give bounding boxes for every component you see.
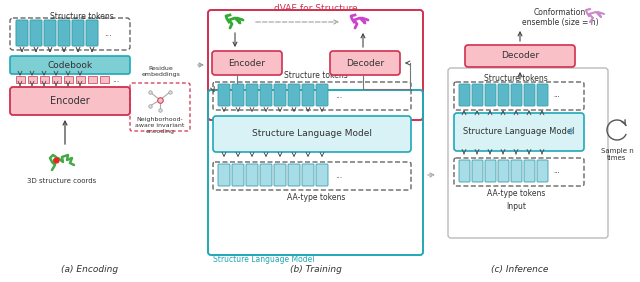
FancyBboxPatch shape <box>218 84 230 106</box>
Text: (c) Inference: (c) Inference <box>492 265 548 274</box>
FancyBboxPatch shape <box>537 160 548 182</box>
FancyBboxPatch shape <box>10 56 130 74</box>
Bar <box>40 76 49 83</box>
Text: Sample n
times: Sample n times <box>600 148 634 162</box>
FancyBboxPatch shape <box>274 164 286 186</box>
Text: ...: ... <box>112 74 119 83</box>
Text: ...: ... <box>335 91 342 100</box>
Text: Structure tokens: Structure tokens <box>284 71 348 80</box>
Text: Structure tokens: Structure tokens <box>484 74 548 83</box>
FancyBboxPatch shape <box>459 160 470 182</box>
FancyBboxPatch shape <box>213 116 411 152</box>
Text: Encoder: Encoder <box>228 58 266 67</box>
Bar <box>64 76 73 83</box>
Text: 3D structure coords: 3D structure coords <box>28 178 97 184</box>
FancyBboxPatch shape <box>302 84 314 106</box>
FancyBboxPatch shape <box>485 160 496 182</box>
Bar <box>76 76 85 83</box>
FancyBboxPatch shape <box>472 84 483 106</box>
FancyBboxPatch shape <box>58 20 70 46</box>
FancyBboxPatch shape <box>232 164 244 186</box>
Bar <box>52 76 61 83</box>
FancyBboxPatch shape <box>260 164 272 186</box>
Text: Structure Language Model: Structure Language Model <box>463 127 575 136</box>
FancyBboxPatch shape <box>10 87 130 115</box>
Text: Conformation
ensemble (size = n): Conformation ensemble (size = n) <box>522 8 598 27</box>
FancyBboxPatch shape <box>218 164 230 186</box>
Bar <box>88 76 97 83</box>
Text: Neighborhood-
aware invariant
encoding: Neighborhood- aware invariant encoding <box>135 117 185 135</box>
FancyBboxPatch shape <box>288 164 300 186</box>
Text: Encoder: Encoder <box>50 96 90 106</box>
FancyBboxPatch shape <box>288 84 300 106</box>
FancyBboxPatch shape <box>472 160 483 182</box>
Text: Decoder: Decoder <box>501 52 539 61</box>
Text: ❄: ❄ <box>566 127 574 137</box>
FancyBboxPatch shape <box>524 160 535 182</box>
FancyBboxPatch shape <box>44 20 56 46</box>
Text: Input: Input <box>506 202 526 211</box>
FancyBboxPatch shape <box>86 20 98 46</box>
Text: Decoder: Decoder <box>346 58 384 67</box>
FancyBboxPatch shape <box>16 20 28 46</box>
FancyBboxPatch shape <box>511 160 522 182</box>
Bar <box>16 76 25 83</box>
Text: AA-type tokens: AA-type tokens <box>287 193 345 202</box>
FancyBboxPatch shape <box>212 51 282 75</box>
Text: (a) Encoding: (a) Encoding <box>61 265 118 274</box>
FancyBboxPatch shape <box>498 84 509 106</box>
FancyBboxPatch shape <box>246 84 258 106</box>
FancyBboxPatch shape <box>316 84 328 106</box>
FancyBboxPatch shape <box>232 84 244 106</box>
Text: dVAE for Structure: dVAE for Structure <box>274 4 358 13</box>
Text: ...: ... <box>335 171 342 180</box>
FancyBboxPatch shape <box>465 45 575 67</box>
Text: ...: ... <box>553 168 560 174</box>
FancyBboxPatch shape <box>316 164 328 186</box>
FancyBboxPatch shape <box>30 20 42 46</box>
Text: (b) Training: (b) Training <box>290 265 342 274</box>
Text: ...: ... <box>104 28 112 38</box>
Text: Structure Language Model: Structure Language Model <box>213 255 314 264</box>
FancyBboxPatch shape <box>511 84 522 106</box>
Text: Residue
embeddings: Residue embeddings <box>141 66 180 77</box>
Bar <box>100 76 109 83</box>
FancyBboxPatch shape <box>330 51 400 75</box>
FancyBboxPatch shape <box>246 164 258 186</box>
FancyBboxPatch shape <box>485 84 496 106</box>
FancyBboxPatch shape <box>454 113 584 151</box>
Text: ...: ... <box>553 92 560 98</box>
Text: AA-type tokens: AA-type tokens <box>487 189 545 198</box>
FancyBboxPatch shape <box>537 84 548 106</box>
FancyBboxPatch shape <box>260 84 272 106</box>
FancyBboxPatch shape <box>459 84 470 106</box>
Bar <box>28 76 37 83</box>
Text: Structure Language Model: Structure Language Model <box>252 129 372 138</box>
FancyBboxPatch shape <box>302 164 314 186</box>
FancyBboxPatch shape <box>498 160 509 182</box>
FancyBboxPatch shape <box>72 20 84 46</box>
Text: Structure tokens: Structure tokens <box>50 12 114 21</box>
FancyBboxPatch shape <box>524 84 535 106</box>
FancyBboxPatch shape <box>274 84 286 106</box>
Text: Codebook: Codebook <box>47 61 93 69</box>
